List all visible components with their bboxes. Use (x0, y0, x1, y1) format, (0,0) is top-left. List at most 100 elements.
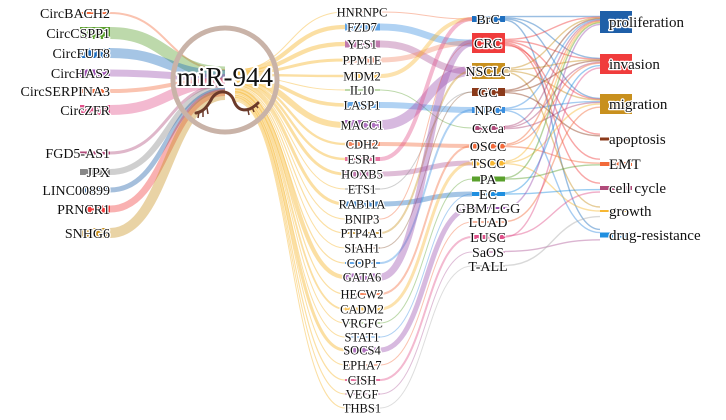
node-label-fgd5-as1[interactable]: FGD5-AS1 (44, 146, 111, 164)
link-hub-to-esr1 (234, 79, 346, 161)
node-label-vegf[interactable]: VEGF (344, 386, 379, 403)
node-label-nsclc[interactable]: NSCLC (464, 64, 512, 82)
node-bar-cell-cycle (600, 186, 632, 190)
node-label-pa[interactable]: PA (478, 172, 498, 190)
node-label-proliferation[interactable]: proliferation (608, 14, 686, 33)
node-bar-prncr1 (80, 205, 110, 213)
node-bar-migration (600, 94, 632, 114)
node-label-cdh2[interactable]: CDH2 (344, 136, 379, 153)
node-label-il10[interactable]: IL10 (349, 82, 376, 99)
link-stat1-to-ec (379, 193, 473, 338)
nodes-layer: CircBACH2 CircCSPP1 CircFUT8 CircHAS2CircSE… (19, 4, 702, 417)
node-label-migration[interactable]: migration (608, 96, 669, 115)
node-label-circcspp1[interactable]: CircCSPP1 (45, 26, 111, 44)
node-label-crc[interactable]: CRC (473, 36, 504, 54)
node-label-gata6[interactable]: GATA6 (341, 269, 382, 286)
node-label-esr1[interactable]: ESR1 (346, 151, 378, 168)
node-label-fzd7[interactable]: FZD7 (346, 19, 378, 36)
node-label-invasion[interactable]: invasion (608, 56, 662, 75)
link-nsclc-to-proliferation (504, 17, 601, 70)
node-bar-apoptosis (600, 137, 632, 141)
link-hub-to-siah1 (234, 87, 346, 249)
link-ptp4a1-to-nsclc (379, 70, 473, 234)
link-pa-to-emt (504, 164, 601, 180)
node-bar-cop1 (345, 262, 380, 264)
hub-node: miR-944 (170, 25, 280, 135)
node-label-stat1[interactable]: STAT1 (343, 329, 381, 346)
node-label-socs4[interactable]: SOCS4 (342, 342, 383, 359)
node-label-linc00899[interactable]: LINC00899 (41, 183, 111, 201)
node-label-mdm2[interactable]: MDM2 (342, 68, 382, 85)
node-label-tscc[interactable]: TSCC (469, 156, 507, 174)
node-label-lasp1[interactable]: LASP1 (342, 97, 381, 114)
node-label-lusc[interactable]: LUSC (469, 230, 507, 248)
node-label-epha7[interactable]: EPHA7 (341, 357, 382, 374)
node-label-gc[interactable]: GC (477, 85, 499, 103)
link-pa-to-proliferation (504, 22, 601, 179)
node-label-cadm2[interactable]: CADM2 (339, 301, 385, 318)
link-gata6-to-crc (379, 39, 473, 281)
node-label-ets1[interactable]: ETS1 (347, 181, 378, 198)
node-bar-siah1 (345, 247, 380, 249)
node-label-brc[interactable]: BrC (475, 12, 501, 30)
node-label-cish[interactable]: CISH (347, 372, 378, 389)
node-bar-stat1 (345, 336, 380, 338)
link-oscc-to-proliferation (504, 20, 601, 145)
node-bar-cxca (472, 126, 505, 130)
node-label-saos[interactable]: SaOS (471, 245, 505, 263)
node-label-snhg6[interactable]: SNHG6 (64, 226, 112, 244)
node-label-emt[interactable]: EMT (608, 156, 642, 175)
node-bar-bnip3 (345, 218, 380, 220)
node-label-circhas2[interactable]: CircHAS2 (50, 66, 112, 84)
node-label-apoptosis[interactable]: apoptosis (608, 131, 667, 150)
node-label-thbs1[interactable]: THBS1 (342, 400, 383, 417)
node-label-ptp4a1[interactable]: PTP4A1 (339, 225, 385, 242)
node-label-circfut8[interactable]: CircFUT8 (51, 46, 111, 64)
node-label-prncr1[interactable]: PRNCR1 (56, 202, 111, 220)
node-bar-vrgfc (345, 322, 380, 324)
node-label-t-all[interactable]: T-ALL (467, 259, 509, 277)
link-circbach2-to-hub (109, 12, 226, 71)
link-hub-to-hecw2 (234, 91, 346, 295)
link-hub-to-yes1 (234, 41, 346, 75)
node-label-siah1[interactable]: SIAH1 (343, 240, 381, 257)
node-label-bnip3[interactable]: BNIP3 (343, 211, 380, 228)
node-bar-linc00899 (80, 187, 110, 193)
node-label-vrgfc[interactable]: VRGFC (340, 315, 384, 332)
node-label-oscc[interactable]: OSCC (468, 139, 507, 157)
node-label-macc1[interactable]: MACC1 (339, 117, 385, 134)
node-label-drug-resistance[interactable]: drug-resistance (608, 227, 702, 246)
node-label-npc[interactable]: NPC (473, 103, 503, 121)
node-label-ec[interactable]: EC (478, 187, 498, 205)
node-bar-invasion (600, 54, 632, 74)
node-label-circserpina3[interactable]: CircSERPINA3 (19, 84, 111, 102)
node-label-growth[interactable]: growth (608, 203, 653, 222)
node-label-luad[interactable]: LUAD (467, 215, 508, 233)
node-label-rab11a[interactable]: RAB11A (337, 196, 386, 213)
node-label-yes1[interactable]: YES1 (346, 36, 378, 53)
links-layer (109, 11, 601, 409)
node-label-hnrnpc[interactable]: HNRNPC (335, 4, 388, 21)
node-label-jpx[interactable]: JPX (85, 165, 111, 183)
node-bar-saos (472, 251, 505, 253)
link-hub-to-cadm2 (234, 91, 346, 310)
link-hub-to-macc1 (234, 75, 346, 128)
node-bar-epha7 (345, 364, 380, 366)
node-label-ppm1e[interactable]: PPM1E (341, 52, 383, 69)
link-hub-to-mdm2 (234, 73, 346, 78)
node-bar-circserpina3 (80, 89, 110, 93)
node-label-cell-cycle[interactable]: cell cycle (608, 180, 668, 199)
rna-strand-icon (194, 90, 260, 115)
link-t-all-to-growth (504, 215, 601, 267)
link-hub-to-thbs1 (234, 100, 346, 409)
node-label-hecw2[interactable]: HECW2 (339, 286, 385, 303)
link-hub-to-vegf (234, 99, 346, 395)
node-label-circbach2[interactable]: CircBACH2 (39, 6, 112, 24)
link-nsclc-to-migration (504, 70, 601, 101)
node-label-gbm-lgg[interactable]: GBM/LGG (454, 201, 521, 219)
node-label-cop1[interactable]: COP1 (345, 255, 378, 272)
link-nsclc-to-invasion (504, 59, 601, 71)
node-label-circzfr[interactable]: CircZFR (59, 103, 112, 121)
node-label-cxca[interactable]: CxCa (471, 121, 506, 139)
node-label-hoxb5[interactable]: HOXB5 (340, 166, 384, 183)
